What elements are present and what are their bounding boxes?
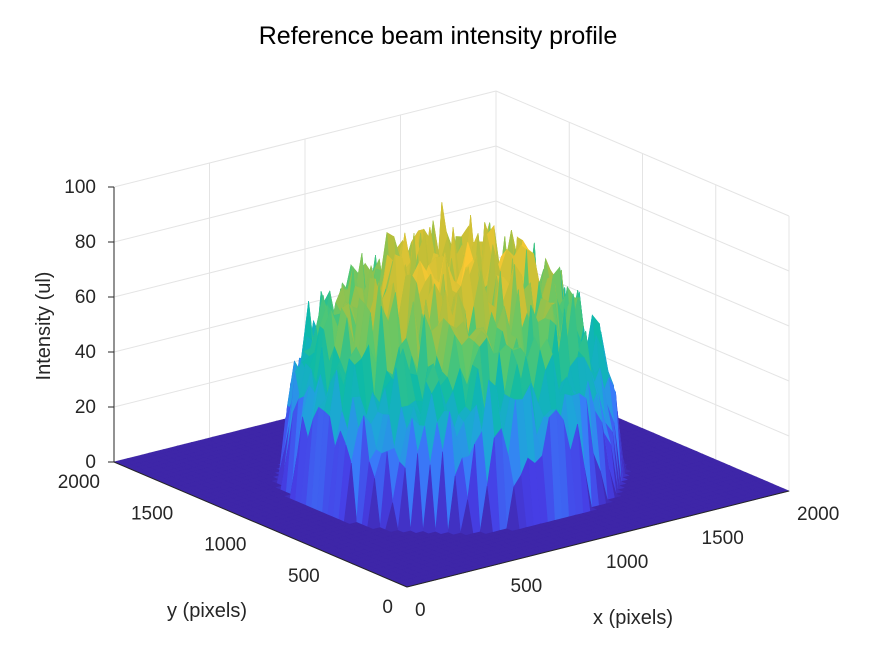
y-tick-label: 1000 [204, 535, 246, 556]
x-tick-label: 500 [511, 576, 543, 597]
x-tick-label: 0 [415, 600, 426, 621]
y-axis-label: y (pixels) [167, 600, 247, 622]
y-tick-label: 1500 [131, 503, 173, 524]
x-tick-label: 1000 [606, 552, 648, 573]
chart-title: Reference beam intensity profile [259, 22, 618, 50]
z-tick-label: 60 [75, 287, 96, 308]
z-tick-label: 20 [75, 397, 96, 418]
x-tick-label: 1500 [702, 528, 744, 549]
y-tick-label: 0 [382, 597, 393, 618]
z-axis-label: Intensity (ul) [33, 272, 55, 381]
axes [113, 187, 790, 588]
y-tick-label: 500 [288, 566, 320, 587]
z-tick-label: 40 [75, 342, 96, 363]
surface [113, 202, 790, 588]
x-axis-label: x (pixels) [593, 607, 673, 629]
y-axis-line [113, 461, 408, 588]
z-tick-label: 80 [75, 232, 96, 253]
y-tick-label: 2000 [58, 472, 100, 493]
x-axis-line [406, 490, 790, 588]
z-tick-label: 0 [85, 452, 96, 473]
z-tick-label: 100 [64, 177, 96, 198]
x-tick-label: 2000 [797, 504, 839, 525]
tick-labels: 0204060801000500100015002000050010001500… [58, 177, 840, 621]
